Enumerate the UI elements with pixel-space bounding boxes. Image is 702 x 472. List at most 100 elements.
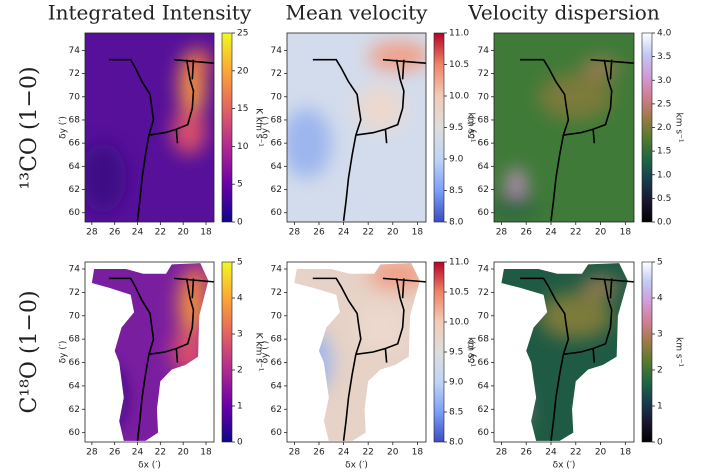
x-tick-label: 26 [109,448,121,458]
x-tick-label: 22 [570,228,581,238]
y-tick-label: 68 [271,115,283,125]
panel-title: Integrated Intensity [48,1,252,25]
colorbar [641,32,653,223]
y-tick-label: 72 [478,288,489,298]
colorbar-tick-label: 10.5 [449,288,469,298]
colorbar-tick-label: 11.0 [449,258,469,268]
colorbar-tick-label: 1.5 [657,147,671,157]
colorbar [641,261,653,443]
colorbar-tick-label: 0 [237,438,243,448]
colorbar [433,261,445,443]
y-tick-label: 66 [271,358,283,368]
y-tick-label: 68 [69,115,81,125]
y-tick-label: 74 [478,46,490,56]
x-axis-label: δx (′) [138,461,161,471]
y-tick-label: 60 [271,208,283,218]
panel-title: Mean velocity [286,1,429,25]
colorbar-tick-label: 9.0 [449,155,464,165]
y-tick-label: 62 [271,185,282,195]
y-tick-label: 62 [478,185,489,195]
colorbar-label: km s⁻¹ [466,337,476,367]
row-label: ¹³CO (1−0) [17,66,42,189]
y-tick-label: 64 [271,381,283,391]
colorbar-tick-label: 10.0 [449,92,469,102]
axes-frame [286,261,427,443]
colorbar-tick-label: 20 [237,66,249,76]
y-tick-label: 60 [69,208,81,218]
x-tick-label: 22 [155,228,166,238]
x-tick-label: 26 [520,228,532,238]
y-tick-label: 72 [69,288,80,298]
x-tick-label: 18 [412,448,424,458]
y-tick-label: 66 [478,358,490,368]
colorbar-tick-label: 3 [237,330,243,340]
y-axis-label: δy (′) [261,341,271,364]
colorbar-tick-label: 11.0 [449,29,469,39]
colorbar-tick-label: 3.5 [657,52,671,62]
colorbar-label: K km s⁻¹ [254,108,264,147]
colorbar [433,32,445,223]
x-tick-label: 28 [496,228,508,238]
map-image [501,263,628,441]
y-tick-label: 64 [271,162,283,172]
colorbar-tick-label: 3.0 [657,76,672,86]
panel: 28 26 24 22 20 18 60 62 64 66 68 70 72 74 Mean velocit… [261,1,476,238]
y-tick-label: 64 [478,162,490,172]
map-image [91,263,209,441]
y-tick-label: 66 [478,139,490,149]
y-tick-label: 70 [271,92,283,102]
colorbar-tick-label: 8.0 [449,438,464,448]
x-tick-label: 18 [412,228,424,238]
y-tick-label: 72 [478,69,489,79]
y-tick-label: 68 [478,115,490,125]
x-tick-label: 20 [387,228,399,238]
colorbar-tick-label: 9.5 [449,348,463,358]
colorbar-tick-label: 1.0 [657,170,672,180]
x-tick-label: 28 [289,448,301,458]
colorbar-tick-label: 1 [657,402,663,412]
y-axis-label: δy (′) [468,116,478,139]
y-tick-label: 62 [69,405,80,415]
y-tick-label: 68 [271,335,283,345]
x-tick-label: 20 [595,448,607,458]
x-tick-label: 22 [570,448,581,458]
x-tick-label: 18 [620,448,632,458]
axes-frame [493,261,635,443]
y-tick-label: 62 [478,405,489,415]
y-tick-label: 74 [478,265,490,275]
y-axis-label: δy (′) [59,116,69,139]
x-tick-label: 26 [109,228,121,238]
y-tick-label: 72 [271,288,282,298]
colorbar-tick-label: 25 [237,29,248,39]
x-tick-label: 22 [155,448,166,458]
x-tick-label: 28 [289,228,301,238]
y-tick-label: 62 [69,185,80,195]
y-tick-label: 74 [271,46,283,56]
axes-frame [493,32,635,223]
y-tick-label: 68 [69,335,81,345]
colorbar-tick-label: 5 [237,258,243,268]
x-tick-label: 22 [362,448,373,458]
y-tick-label: 60 [478,428,490,438]
x-tick-label: 20 [177,228,189,238]
colorbar-tick-label: 0 [237,218,243,228]
colorbar-tick-label: 5 [237,180,243,190]
y-tick-label: 70 [69,92,81,102]
colorbar-tick-label: 0.5 [657,194,671,204]
colorbar-tick-label: 2 [657,366,663,376]
x-tick-label: 18 [200,448,212,458]
axes-frame [84,32,215,223]
colorbar-tick-label: 4.0 [657,29,672,39]
y-tick-label: 74 [271,265,283,275]
x-tick-label: 28 [86,448,98,458]
colorbar-tick-label: 9.0 [449,378,464,388]
colorbar-tick-label: 10.5 [449,60,469,70]
colorbar-tick-label: 8.5 [449,408,463,418]
x-tick-label: 20 [177,448,189,458]
y-axis-label: δy (′) [468,341,478,364]
y-tick-label: 60 [271,428,283,438]
x-tick-label: 24 [132,448,144,458]
